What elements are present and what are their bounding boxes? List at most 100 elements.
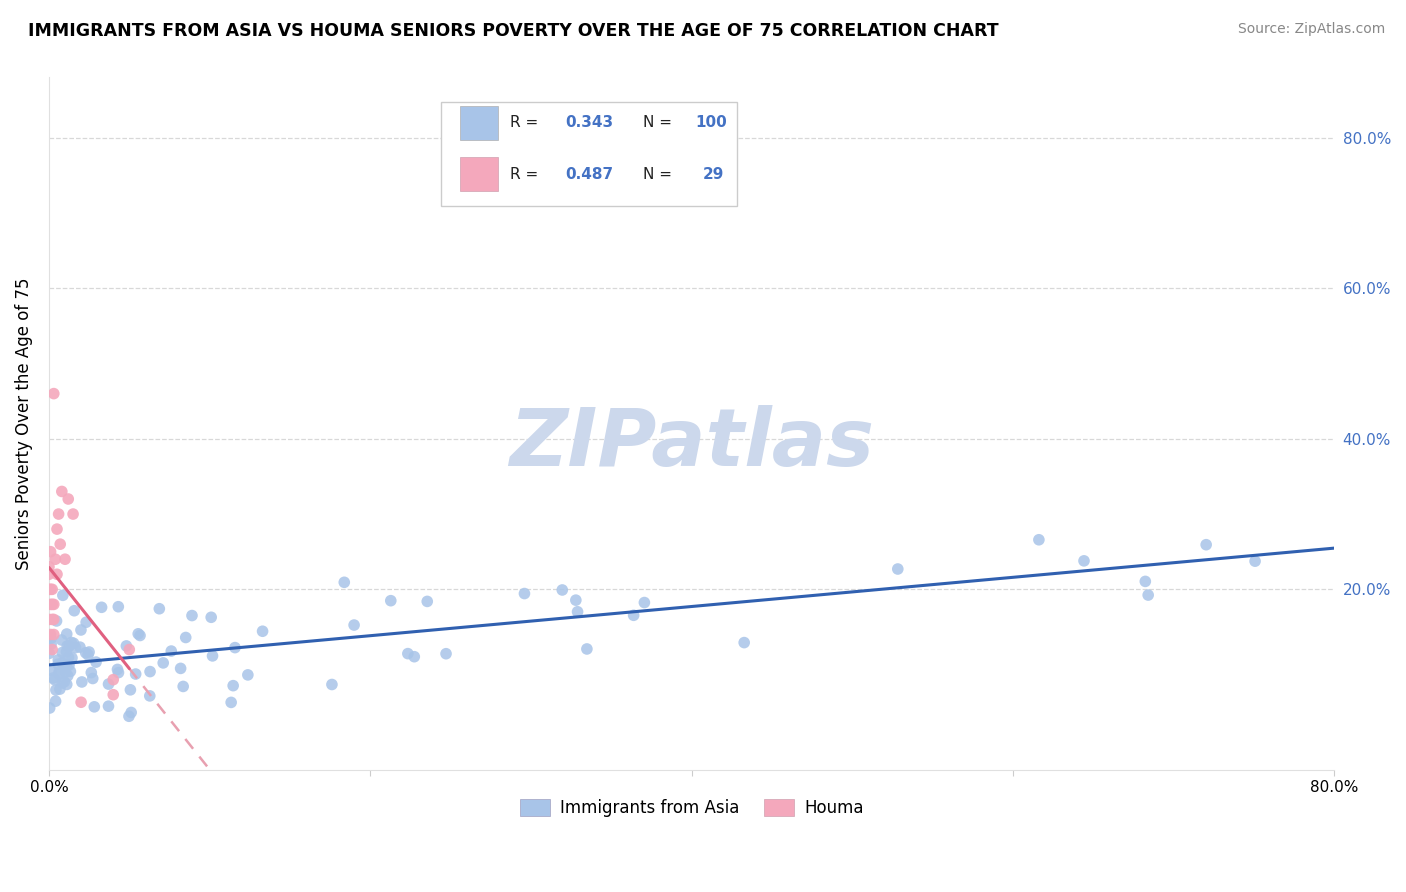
Point [62, 636, 84, 650]
Point [343, 618, 366, 632]
Point [181, 608, 204, 623]
Point [60, 635, 83, 649]
Point [39, 582, 62, 597]
Point [39, 627, 62, 641]
Point [51, 484, 73, 499]
Point [152, 656, 174, 670]
Point [51, 656, 73, 670]
Point [38, 701, 60, 715]
Point [404, 649, 426, 664]
Y-axis label: Seniors Poverty Over the Age of 75: Seniors Poverty Over the Age of 75 [15, 277, 32, 570]
Point [55, 665, 77, 680]
Point [56, 639, 79, 653]
Point [69, 640, 91, 654]
Text: N =: N = [643, 115, 676, 130]
Point [623, 608, 645, 623]
Point [53, 674, 76, 689]
Point [65, 640, 87, 655]
Point [70, 695, 93, 709]
Point [567, 605, 589, 619]
Point [107, 599, 129, 614]
Point [75, 615, 97, 630]
Point [70, 675, 93, 690]
Point [1135, 574, 1157, 589]
Point [45, 614, 67, 628]
Point [55, 645, 77, 659]
Text: 100: 100 [696, 115, 727, 130]
Point [51, 676, 73, 690]
Point [58, 640, 80, 654]
Point [62, 507, 84, 521]
Point [41, 612, 63, 626]
Point [77, 648, 100, 662]
Point [38, 582, 60, 597]
Text: R =: R = [510, 115, 544, 130]
Point [46, 657, 69, 672]
Point [83, 699, 105, 714]
Point [127, 627, 149, 641]
Point [39, 632, 62, 646]
Point [41, 642, 63, 657]
Point [236, 668, 259, 682]
Point [42, 598, 65, 612]
Point [42, 627, 65, 641]
Text: 0.487: 0.487 [565, 167, 614, 182]
Point [52, 588, 75, 602]
Point [77, 645, 100, 659]
Point [55, 677, 77, 691]
Point [200, 610, 222, 624]
Text: R =: R = [510, 167, 544, 182]
Point [97, 677, 120, 691]
Point [396, 647, 419, 661]
Point [38, 612, 60, 626]
Point [551, 582, 574, 597]
Point [60, 650, 83, 665]
Point [1244, 554, 1267, 568]
Point [169, 661, 191, 675]
Point [1073, 554, 1095, 568]
Point [115, 639, 138, 653]
Point [120, 682, 142, 697]
Text: Source: ZipAtlas.com: Source: ZipAtlas.com [1237, 22, 1385, 37]
Text: IMMIGRANTS FROM ASIA VS HOUMA SENIORS POVERTY OVER THE AGE OF 75 CORRELATION CHA: IMMIGRANTS FROM ASIA VS HOUMA SENIORS PO… [28, 22, 998, 40]
Point [55, 658, 77, 673]
FancyBboxPatch shape [441, 102, 737, 205]
Point [46, 522, 69, 536]
Text: 0.343: 0.343 [565, 115, 614, 130]
Point [49, 682, 72, 697]
Point [39, 663, 62, 677]
Point [80, 665, 103, 680]
Point [42, 386, 65, 401]
Point [333, 575, 356, 590]
Point [887, 562, 910, 576]
Point [84, 655, 107, 669]
Point [38, 646, 60, 660]
Point [103, 673, 125, 687]
Point [48, 665, 70, 679]
Point [148, 601, 170, 615]
Point [118, 709, 141, 723]
Point [201, 648, 224, 663]
Point [59, 665, 82, 679]
Point [58, 658, 80, 673]
Point [124, 667, 146, 681]
Text: 29: 29 [703, 167, 724, 182]
Point [42, 612, 65, 626]
Point [118, 642, 141, 657]
Point [38, 559, 60, 574]
Point [1137, 588, 1160, 602]
Point [51, 646, 73, 660]
Point [90, 600, 112, 615]
Point [70, 623, 93, 637]
Point [53, 552, 76, 566]
Point [45, 694, 67, 708]
Text: ZIPatlas: ZIPatlas [509, 406, 875, 483]
Point [38, 567, 60, 582]
Point [46, 567, 69, 582]
Point [48, 507, 70, 521]
Point [107, 665, 129, 680]
Point [252, 624, 274, 639]
Point [39, 637, 62, 651]
Text: N =: N = [643, 167, 676, 182]
Point [321, 677, 343, 691]
